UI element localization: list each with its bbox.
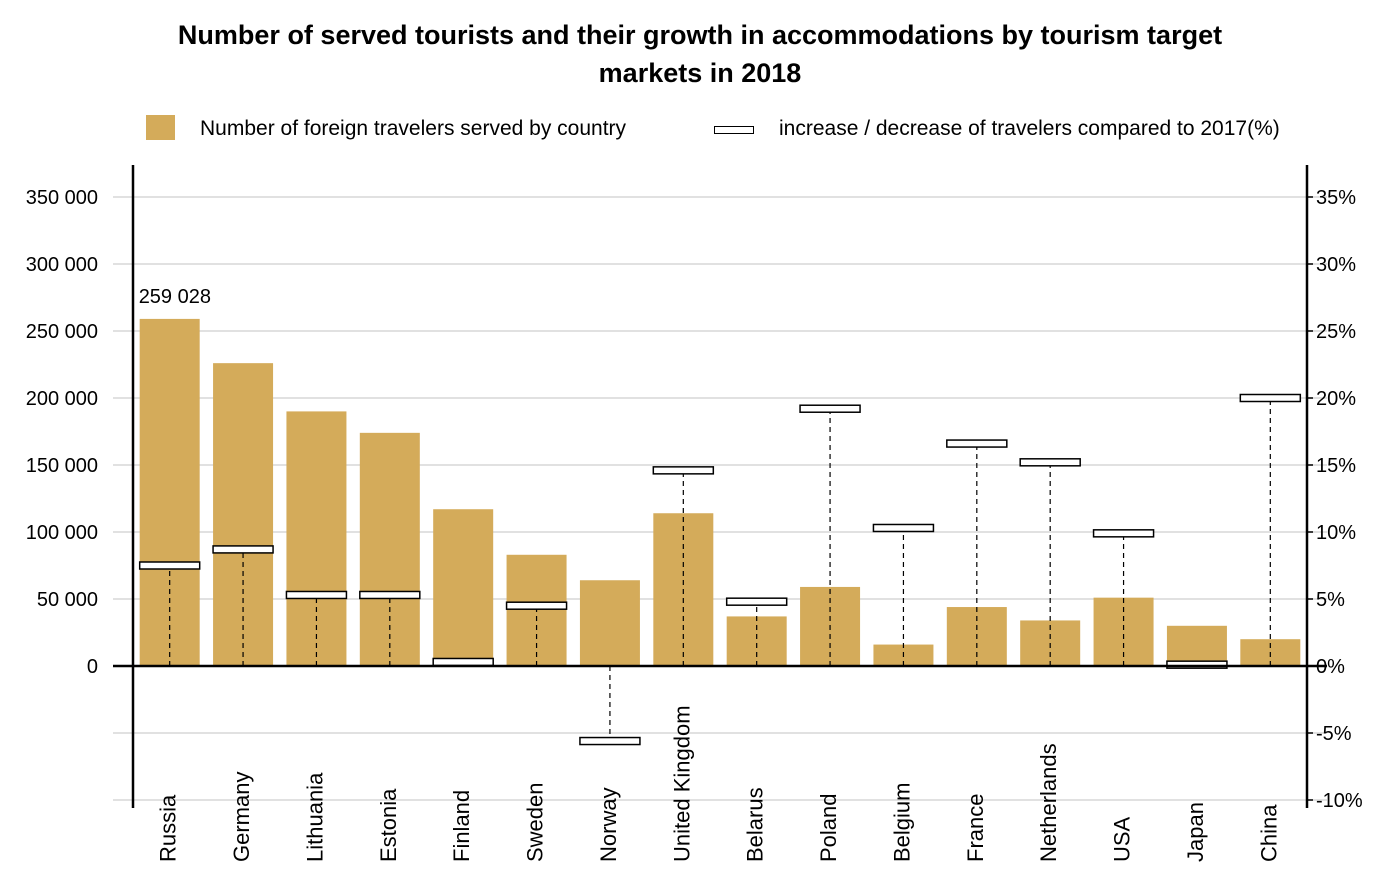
- y-left-tick-label: 350 000: [26, 187, 98, 209]
- change-marker-usa: [1092, 529, 1155, 538]
- change-marker-germany: [212, 545, 274, 554]
- y-left-tick-label: 50 000: [37, 589, 98, 611]
- category-label: France: [963, 794, 988, 862]
- change-marker-china: [1239, 393, 1302, 403]
- category-label: Finland: [449, 790, 474, 862]
- change-marker-norway: [579, 736, 641, 746]
- chart-title-line-1: Number of served tourists and their grow…: [177, 20, 1223, 50]
- change-marker-belarus: [725, 597, 788, 606]
- change-marker-finland: [432, 657, 494, 667]
- category-labels: Russia Germany Lithuania Estonia Finland Swed…: [156, 705, 1282, 862]
- y-right-tick-label: 35%: [1316, 187, 1356, 209]
- data-labels: 259 028: [139, 286, 211, 308]
- bar-estonia: [359, 432, 420, 666]
- bars: [139, 318, 1301, 666]
- y-right-tick-label: 10%: [1316, 522, 1356, 544]
- legend-marker-swatch: [714, 126, 754, 134]
- y-right-tick-label: -10%: [1316, 790, 1363, 812]
- change-marker-estonia: [359, 590, 421, 600]
- tick-labels: 350 000 300 000 250 000 200 000 150 000 100 0…: [26, 187, 1363, 812]
- data-label: 259 028: [139, 286, 211, 308]
- y-left-tick-label: 100 000: [26, 522, 98, 544]
- change-markers: [138, 393, 1302, 746]
- category-label: USA: [1110, 816, 1135, 862]
- legend-marker-label: increase / decrease of travelers compare…: [779, 117, 1280, 140]
- bar-lithuania: [286, 411, 347, 666]
- y-right-tick-label: 15%: [1316, 455, 1356, 477]
- change-marker-sweden: [505, 601, 568, 610]
- category-label: Belgium: [889, 783, 914, 862]
- category-label: China: [1256, 804, 1281, 862]
- category-label: Japan: [1183, 802, 1208, 862]
- y-right-tick-label: 0%: [1316, 656, 1345, 678]
- y-left-tick-label: 250 000: [26, 321, 98, 343]
- y-right-tick-label: 25%: [1316, 321, 1356, 343]
- category-label: Norway: [596, 787, 621, 862]
- y-right-tick-label: 30%: [1316, 254, 1356, 276]
- bar-belarus: [726, 616, 787, 666]
- y-left-tick-label: 300 000: [26, 254, 98, 276]
- legend-bar-swatch: [146, 115, 175, 140]
- category-label: Germany: [229, 772, 254, 862]
- y-right-tick-label: -5%: [1316, 723, 1352, 745]
- chart-title-line-2: markets in 2018: [598, 58, 802, 88]
- bar-japan: [1166, 625, 1227, 666]
- bar-norway: [579, 580, 640, 666]
- category-label: Russia: [156, 794, 181, 862]
- change-marker-japan: [1166, 660, 1228, 669]
- category-label: Estonia: [376, 788, 401, 862]
- y-left-tick-label: 150 000: [26, 455, 98, 477]
- change-marker-russia: [138, 561, 201, 570]
- category-label: United Kingdom: [669, 705, 694, 862]
- category-label: Netherlands: [1036, 743, 1061, 862]
- category-label: Sweden: [523, 782, 548, 862]
- change-marker-belgium: [872, 523, 935, 533]
- change-marker-united-kingdom: [652, 466, 715, 475]
- change-marker-netherlands: [1019, 458, 1081, 467]
- axes: [113, 165, 1327, 808]
- category-label: Lithuania: [302, 772, 327, 862]
- change-marker-poland: [799, 404, 861, 413]
- y-right-tick-label: 20%: [1316, 388, 1356, 410]
- category-label: Poland: [816, 793, 841, 862]
- y-left-tick-label: 0: [87, 656, 98, 678]
- bar-russia: [139, 318, 200, 666]
- category-label: Belarus: [743, 787, 768, 862]
- legend-bar-label: Number of foreign travelers served by co…: [200, 117, 627, 140]
- bar-finland: [433, 509, 494, 666]
- y-right-tick-label: 5%: [1316, 589, 1345, 611]
- change-marker-france: [946, 439, 1008, 448]
- y-left-tick-label: 200 000: [26, 388, 98, 410]
- bar-germany: [213, 363, 274, 666]
- change-marker-lithuania: [285, 590, 348, 600]
